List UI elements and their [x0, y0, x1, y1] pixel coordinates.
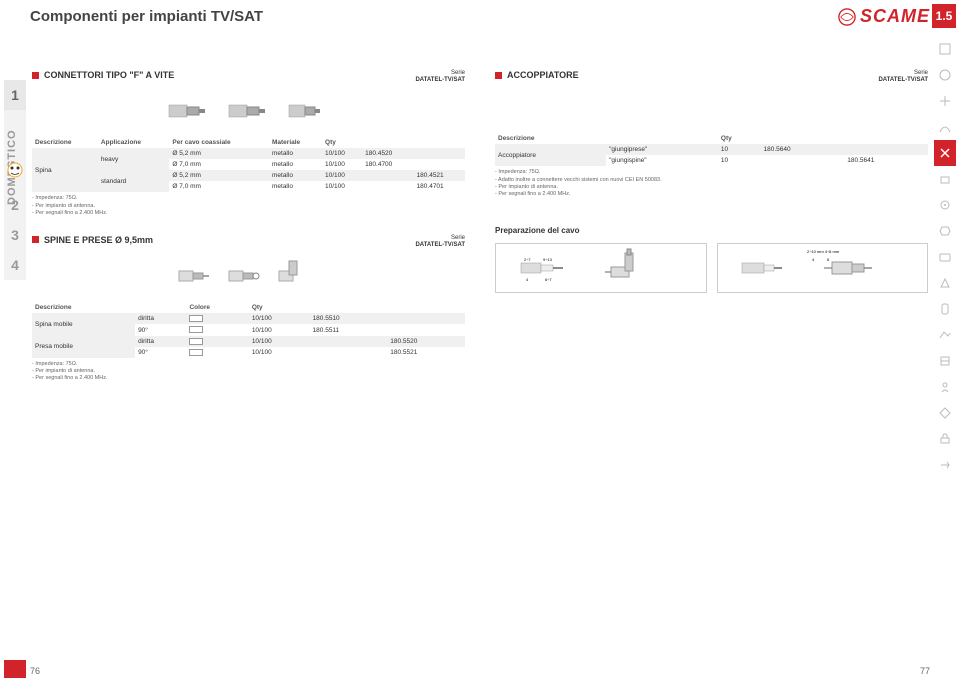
right-icon-9: [934, 244, 956, 270]
left-column: CONNETTORI TIPO "F" A VITE SerieDATATEL-…: [32, 70, 465, 382]
svg-text:2÷7: 2÷7: [524, 257, 531, 262]
right-icon-12: [934, 322, 956, 348]
right-icon-11: [934, 296, 956, 322]
brand-logo: SCAME: [838, 6, 930, 27]
content-area: CONNETTORI TIPO "F" A VITE SerieDATATEL-…: [32, 70, 928, 382]
accoppiatore-title: ACCOPPIATORE: [495, 70, 579, 80]
spine-series: SerieDATATEL-TV/SAT: [415, 235, 465, 249]
accoppiatore-series: SerieDATATEL-TV/SAT: [878, 70, 928, 84]
right-icon-highlighted: [934, 140, 956, 166]
svg-text:6÷7: 6÷7: [545, 277, 552, 282]
svg-text:4: 4: [812, 257, 815, 262]
spine-image: [159, 257, 339, 292]
rail-item-4: 4: [4, 250, 26, 280]
svg-text:4: 4: [526, 277, 529, 282]
right-column: ACCOPPIATORE SerieDATATEL-TV/SAT Descriz…: [495, 70, 928, 382]
right-icon-13: [934, 348, 956, 374]
prep-diagrams: 2÷7 9÷13 4 6÷7 2÷10 mm 4÷8: [495, 243, 928, 293]
right-icon-14: [934, 374, 956, 400]
page-number-right: 77: [920, 666, 930, 676]
connettori-series: SerieDATATEL-TV/SAT: [415, 70, 465, 84]
right-icon-4: [934, 114, 956, 140]
spine-notes: - Impedenza: 75Ω. - Per impianto di ante…: [32, 361, 465, 382]
prep-title: Preparazione del cavo: [495, 226, 928, 235]
right-icon-8: [934, 218, 956, 244]
svg-text:6: 6: [827, 257, 830, 262]
rail-item-1: 1: [4, 80, 26, 110]
spine-table: DescrizioneColoreQty Spina mobilediritta…: [32, 302, 465, 358]
right-icon-16: [934, 426, 956, 452]
connettori-table: Descrizione Applicazione Per cavo coassi…: [32, 137, 465, 192]
mascot-icon: [4, 158, 26, 188]
svg-text:9÷13: 9÷13: [543, 257, 553, 262]
brand-icon: [838, 8, 856, 26]
version-badge: 1.5: [932, 4, 956, 28]
accoppiatore-table: DescrizioneQty Accoppiatore"giungiprese"…: [495, 133, 928, 166]
svg-text:2÷10 mm 4÷8 mm: 2÷10 mm 4÷8 mm: [807, 249, 840, 254]
right-icon-1: [934, 36, 956, 62]
footer-accent: [4, 660, 26, 678]
right-icon-7: [934, 192, 956, 218]
connettori-title: CONNETTORI TIPO "F" A VITE: [32, 70, 174, 80]
page-title: Componenti per impianti TV/SAT: [30, 8, 263, 25]
left-nav-rail: 1 DOMESTICO 2 3 4: [4, 80, 26, 280]
right-icon-17: [934, 452, 956, 478]
prep-diagram-1: 2÷7 9÷13 4 6÷7: [495, 243, 707, 293]
brand-text: SCAME: [860, 6, 930, 27]
rail-item-3: 3: [4, 220, 26, 250]
right-icon-6: [934, 166, 956, 192]
right-icon-15: [934, 400, 956, 426]
right-icon-3: [934, 88, 956, 114]
page-number-left: 76: [30, 666, 40, 676]
connettori-image: [159, 92, 339, 127]
prep-diagram-2: 2÷10 mm 4÷8 mm 4 6: [717, 243, 929, 293]
right-icon-2: [934, 62, 956, 88]
accoppiatore-notes: - Impedenza: 75Ω. - Adatto inoltre a con…: [495, 169, 928, 198]
spine-title: SPINE E PRESE Ø 9,5mm: [32, 235, 153, 245]
right-icon-rail: [934, 36, 956, 478]
right-icon-10: [934, 270, 956, 296]
connettori-notes: - Impedenza: 75Ω. - Per impianto di ante…: [32, 195, 465, 216]
